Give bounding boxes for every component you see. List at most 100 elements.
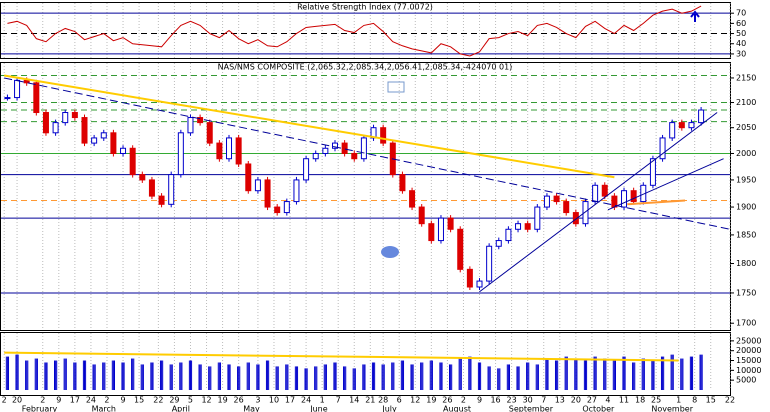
y-tick-label: 1750	[736, 288, 756, 297]
candle	[42, 112, 49, 134]
candle	[4, 97, 11, 100]
candle	[100, 132, 107, 139]
x-tick-label: 3	[255, 396, 260, 405]
candle	[399, 174, 406, 192]
candle	[351, 152, 358, 160]
x-tick-label: 26	[442, 396, 452, 405]
candle	[437, 217, 444, 242]
candle	[360, 137, 367, 160]
candle	[409, 190, 416, 208]
x-tick-label: 2	[2, 396, 7, 405]
x-tick-label: 27	[587, 396, 597, 405]
x-tick-label: 21	[365, 396, 375, 405]
price-title: NAS/NMS COMPOSITE (2,065.32,2,085.34,2,0…	[218, 63, 513, 72]
x-tick-label: 8	[692, 396, 697, 405]
x-tick-label: 20	[571, 396, 581, 405]
candle	[168, 174, 175, 205]
x-tick-label: 12	[201, 396, 211, 405]
candle	[601, 184, 608, 197]
y-tick-label: 1700	[736, 319, 756, 328]
candle	[688, 122, 695, 129]
candle	[71, 112, 78, 119]
candle	[52, 122, 59, 134]
y-tick-label: 1800	[736, 259, 756, 268]
month-label: August	[443, 405, 471, 412]
x-tick-label: 12	[410, 396, 420, 405]
x-tick-label: 17	[70, 396, 80, 405]
candle	[669, 122, 676, 139]
x-tick-label: 26	[234, 396, 244, 405]
candle	[23, 79, 30, 84]
x-tick-label: 6	[397, 396, 402, 405]
x-tick-label: 7	[336, 396, 341, 405]
trend-line	[4, 77, 731, 230]
candle	[380, 127, 387, 144]
candle	[120, 147, 127, 154]
candle	[592, 184, 599, 203]
candle	[187, 117, 194, 134]
y-tick-label: 10000	[736, 366, 761, 375]
candle	[630, 190, 637, 203]
y-tick-label: 25000	[736, 336, 761, 345]
candle	[659, 137, 666, 160]
x-tick-label: 9	[56, 396, 61, 405]
x-tick-label: 18	[635, 396, 645, 405]
x-tick-label: 28	[378, 396, 388, 405]
y-tick-label: 20000	[736, 346, 761, 355]
x-tick-label: 24	[301, 396, 311, 405]
candle	[148, 179, 155, 197]
candle	[649, 158, 656, 186]
x-tick-label: 4	[605, 396, 610, 405]
candle	[447, 217, 454, 230]
candle	[283, 201, 290, 214]
month-label: June	[309, 405, 328, 412]
candle	[264, 179, 271, 208]
x-tick-label: 22	[153, 396, 163, 405]
candle	[505, 228, 512, 242]
candle	[524, 223, 531, 230]
candle	[543, 195, 550, 208]
trend-line	[607, 158, 724, 211]
candle	[572, 212, 579, 225]
candle	[495, 240, 502, 247]
month-label: November	[651, 405, 693, 412]
chart-layer	[1, 3, 734, 390]
x-tick-label: 20	[12, 396, 22, 405]
y-tick-label: 2100	[736, 98, 756, 107]
month-label: May	[243, 405, 260, 412]
trend-line	[4, 74, 615, 179]
y-tick-label: 70	[736, 9, 746, 18]
x-tick-label: 1	[320, 396, 325, 405]
x-tick-label: 15	[134, 396, 144, 405]
x-tick-label: 5	[188, 396, 193, 405]
x-tick-label: 1	[676, 396, 681, 405]
month-label: September	[509, 405, 554, 412]
y-tick-label: 1850	[736, 230, 756, 239]
x-tick-label: 7	[541, 396, 546, 405]
bull-icon	[387, 81, 405, 93]
trend-line	[479, 112, 718, 293]
trend-line	[4, 351, 679, 362]
candle	[274, 206, 281, 214]
x-tick-label: 19	[217, 396, 227, 405]
rsi-line	[7, 5, 702, 57]
x-tick-label: 17	[285, 396, 295, 405]
x-tick-label: 25	[651, 396, 661, 405]
month-label: October	[582, 405, 615, 412]
candle	[81, 117, 88, 144]
candle	[553, 195, 560, 203]
candle	[466, 268, 473, 288]
candle	[206, 122, 213, 144]
x-tick-label: 30	[523, 396, 533, 405]
y-tick-label: 2000	[736, 149, 756, 158]
candle	[457, 228, 464, 270]
candle	[418, 206, 425, 225]
candle	[177, 132, 184, 176]
x-tick-label: 9	[477, 396, 482, 405]
price-panel	[0, 62, 731, 331]
x-tick-label: 23	[507, 396, 517, 405]
y-tick-label: 5000	[736, 376, 756, 385]
up-arrow	[690, 10, 700, 22]
x-tick-label: 2	[461, 396, 466, 405]
candle	[245, 163, 252, 192]
